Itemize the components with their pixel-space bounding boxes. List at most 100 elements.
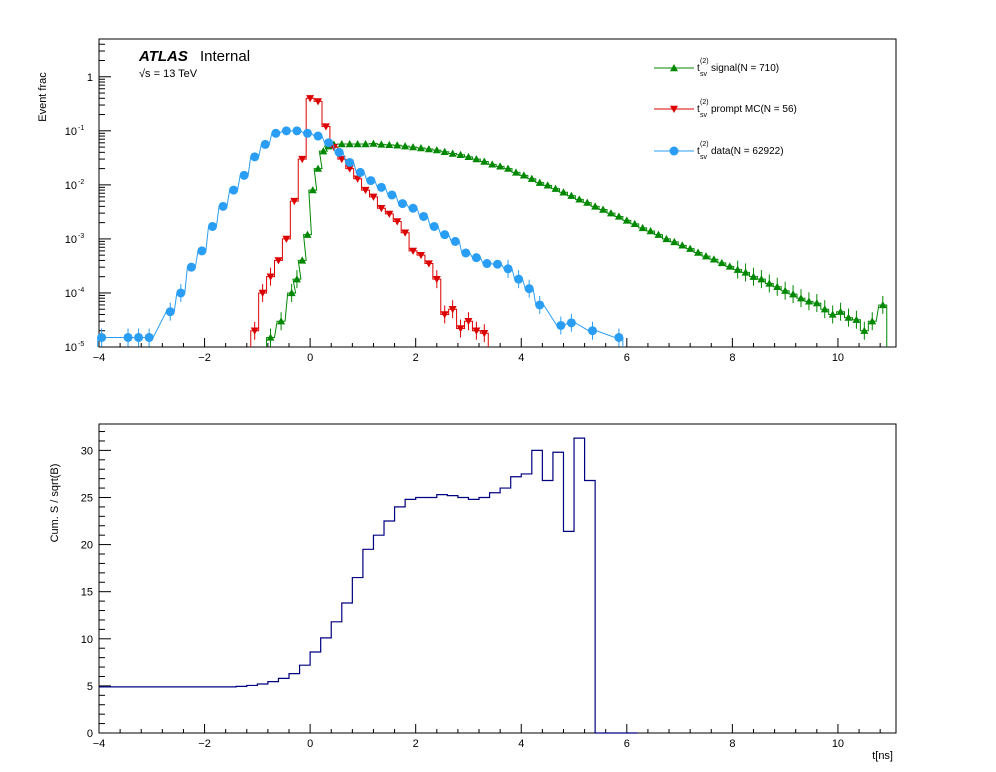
series-2-marker [614, 332, 624, 342]
series-1-marker [369, 193, 378, 201]
series-2-marker [123, 332, 133, 342]
bottom-y-tick-label: 0 [87, 728, 93, 740]
series-2-marker [461, 248, 471, 258]
series-0-marker [796, 294, 805, 302]
bottom-x-tick-label: 6 [624, 738, 630, 750]
bottom-x-tick-label: 8 [729, 738, 735, 750]
bottom-axis-ticks: −4 −2 0 2 4 6 8 10 0 5 10 15 20 25 30 [81, 431, 881, 750]
legend-marker [670, 105, 678, 113]
series-0-marker [319, 147, 328, 155]
series-2-marker [324, 138, 334, 148]
series-0-marker [575, 195, 584, 203]
legend-label-sup: (2) [700, 141, 709, 148]
atlas-label: ATLAS [138, 48, 188, 65]
cumulative-significance-line [99, 437, 638, 734]
series-2-marker [493, 259, 502, 269]
series-0-marker [709, 255, 718, 263]
series-0-marker [535, 178, 544, 186]
series-0-marker [401, 142, 410, 150]
series-1-marker [409, 247, 418, 255]
series-2-marker [376, 182, 386, 192]
series-0-marker [852, 315, 861, 323]
series-0-marker [409, 143, 418, 151]
series-0-marker [878, 300, 887, 309]
series-0-marker [638, 223, 647, 232]
series-0-marker [266, 333, 275, 341]
series-0-marker [757, 275, 766, 283]
series-1-marker [282, 235, 291, 243]
series-2-marker [556, 320, 566, 330]
bottom-x-tick-label: −2 [198, 738, 211, 750]
series-0-marker [504, 164, 513, 172]
series-0-marker [567, 191, 576, 199]
series-2-marker [334, 147, 344, 157]
series-0-marker [670, 237, 679, 246]
series-2-marker [271, 128, 281, 138]
legend-label-text: data(N = 62922) [711, 146, 784, 157]
series-0-marker [345, 140, 354, 148]
series-1-marker [250, 327, 259, 335]
bottom-x-tick-label: −4 [93, 738, 106, 750]
bottom-y-axis-title: Cum. S / sqrt(B) [49, 464, 61, 543]
series-2-marker [566, 318, 576, 328]
series-0-marker [488, 160, 497, 168]
series-0-marker [812, 299, 821, 307]
series-2-marker [134, 332, 144, 342]
series-2-marker [524, 284, 534, 294]
series-0-marker [804, 297, 813, 305]
atlas-sublabel: Internal [200, 48, 250, 65]
legend-label-text: signal(N = 710) [711, 63, 779, 74]
legend-label-text: prompt MC(N = 56) [711, 104, 797, 115]
series-0-marker [308, 186, 317, 194]
series-0-marker [781, 286, 790, 294]
series-2-marker [207, 221, 217, 231]
series-0-marker [472, 155, 481, 163]
series-0-marker [385, 140, 394, 149]
series-0-marker [630, 219, 639, 228]
series-0-marker [725, 262, 734, 270]
series-0-marker [591, 202, 600, 210]
series-0-marker [303, 230, 312, 238]
series-0-marker [678, 241, 687, 249]
series-1-marker [440, 311, 449, 319]
legend-marker [669, 146, 679, 156]
series-0-marker [717, 258, 726, 267]
series-2-line [97, 130, 624, 347]
series-0-marker [464, 152, 473, 161]
top-x-tick-label: 4 [518, 352, 524, 364]
top-y-axis-title: Event frac [37, 72, 49, 122]
series-2-marker [366, 176, 376, 186]
series-1-marker [353, 175, 362, 183]
series-1-marker [290, 197, 299, 206]
series-2-marker [197, 246, 207, 256]
series-0-marker [277, 317, 286, 325]
top-y-tick-label: 10 [65, 234, 77, 246]
legend-label-sub: sv [700, 112, 708, 119]
legend-label-sub: sv [700, 71, 708, 78]
series-0-marker [836, 307, 845, 315]
series-2-marker [471, 253, 481, 263]
series-2-marker [408, 203, 418, 213]
series-0-marker [480, 157, 489, 165]
series-0-marker [361, 140, 370, 148]
series-2-marker [588, 326, 598, 336]
series-0-marker [511, 168, 520, 176]
series-0-marker [337, 140, 346, 148]
series-2-marker [482, 259, 492, 269]
top-x-tick-label: 6 [624, 352, 630, 364]
series-0-marker [424, 145, 433, 153]
series-2-marker [503, 264, 513, 274]
bottom-x-axis-title: t[ns] [872, 750, 893, 762]
series-0-marker [456, 150, 465, 159]
series-0-marker [440, 147, 449, 155]
series-0-marker [583, 198, 592, 206]
series-0-marker [543, 181, 552, 189]
series-0-marker [599, 205, 608, 213]
series-0-marker [701, 252, 710, 260]
top-y-tick-exponent: -1 [78, 125, 84, 132]
series-0-marker [551, 184, 560, 192]
series-0-marker [527, 174, 536, 182]
legend-label-sup: (2) [700, 58, 709, 65]
